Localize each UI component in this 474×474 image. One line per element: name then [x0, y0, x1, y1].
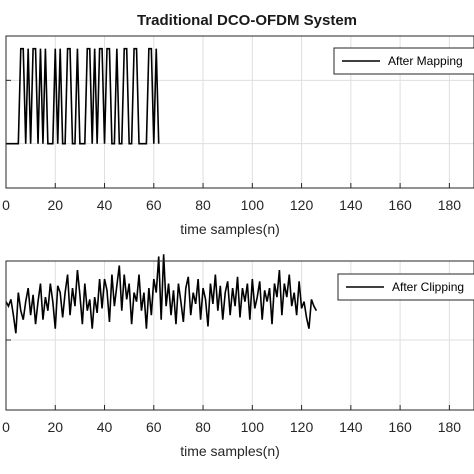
x-tick-label: 0	[2, 419, 10, 435]
series-line	[5, 254, 318, 334]
x-axis-label: time samples(n)	[180, 443, 280, 459]
x-tick-label: 140	[339, 197, 363, 213]
series-line	[6, 47, 160, 145]
x-tick-label: 100	[241, 419, 265, 435]
x-tick-label: 40	[97, 419, 113, 435]
x-tick-label: 80	[195, 419, 211, 435]
x-tick-label: 0	[2, 197, 10, 213]
x-tick-label: 60	[146, 197, 162, 213]
x-tick-label: 120	[290, 197, 314, 213]
axis-frame	[5, 260, 474, 411]
x-tick-label: 20	[47, 419, 63, 435]
axis-frame	[5, 35, 474, 189]
x-tick-label: 160	[388, 419, 412, 435]
x-tick-label: 20	[47, 197, 63, 213]
x-tick-label: 60	[146, 419, 162, 435]
top-subplot: 0 20 40 60 80 100 120 140 160 180 time samples(n) A…	[2, 35, 474, 237]
legend-label: After Clipping	[392, 280, 464, 294]
x-tick-label: 140	[339, 419, 363, 435]
bottom-subplot: 0 20 40 60 80 100 120 140 160 180 time samples(n) A…	[2, 254, 474, 459]
x-tick-label: 160	[388, 197, 412, 213]
x-tick-label: 80	[195, 197, 211, 213]
chart-title: Traditional DCO-OFDM System	[137, 12, 357, 29]
x-tick-label: 180	[438, 197, 462, 213]
x-tick-label: 100	[241, 197, 265, 213]
legend-label: After Mapping	[388, 54, 463, 68]
x-axis-label: time samples(n)	[180, 221, 280, 237]
x-tick-label: 40	[97, 197, 113, 213]
x-tick-label: 120	[290, 419, 314, 435]
x-tick-label: 180	[438, 419, 462, 435]
